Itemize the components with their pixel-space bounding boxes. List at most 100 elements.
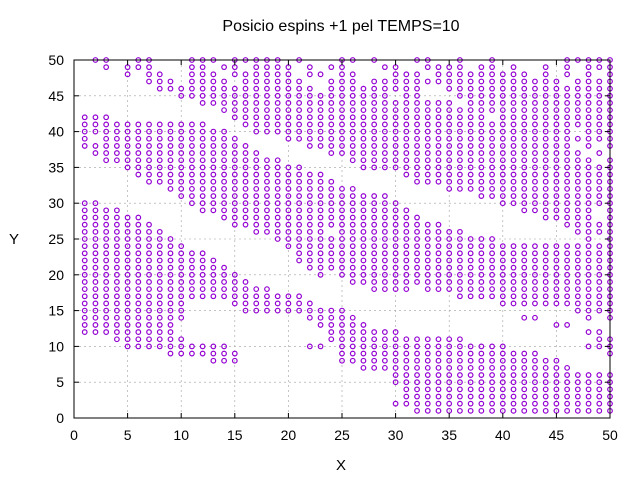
data-point xyxy=(510,135,517,142)
data-point xyxy=(585,329,592,335)
data-point xyxy=(92,207,99,214)
data-point xyxy=(457,293,463,300)
data-point xyxy=(371,364,378,371)
data-point xyxy=(414,243,420,250)
data-point xyxy=(124,164,131,171)
data-point xyxy=(478,386,485,393)
data-point xyxy=(467,135,474,142)
data-point xyxy=(328,92,335,99)
data-point xyxy=(532,157,538,164)
data-point xyxy=(424,236,431,242)
data-point xyxy=(328,250,335,257)
data-point xyxy=(285,207,292,214)
data-point xyxy=(499,92,506,99)
data-point xyxy=(564,85,571,92)
data-point xyxy=(478,100,485,106)
data-point xyxy=(403,357,410,364)
data-point xyxy=(242,71,249,78)
data-point xyxy=(424,379,431,386)
data-point xyxy=(596,343,603,350)
data-point xyxy=(478,114,485,121)
data-point xyxy=(156,307,163,314)
data-point xyxy=(435,171,442,178)
data-point xyxy=(92,293,99,300)
data-point xyxy=(446,107,453,114)
data-point xyxy=(435,64,442,71)
data-point xyxy=(381,336,388,343)
data-point xyxy=(242,164,249,171)
data-point xyxy=(532,379,538,386)
x-tick-label: 0 xyxy=(70,427,78,443)
data-point xyxy=(124,121,131,128)
data-point xyxy=(381,157,388,164)
data-point xyxy=(81,228,88,235)
data-point xyxy=(189,121,195,128)
data-point xyxy=(574,114,581,121)
data-point xyxy=(574,386,581,393)
data-point xyxy=(189,200,195,207)
data-point xyxy=(510,271,517,278)
data-point xyxy=(489,164,495,171)
data-point xyxy=(349,214,356,221)
data-point xyxy=(381,364,388,371)
data-point xyxy=(499,143,506,149)
data-point xyxy=(360,150,367,156)
data-point xyxy=(242,157,249,164)
data-point xyxy=(553,100,560,106)
data-point xyxy=(296,236,303,242)
data-point xyxy=(457,271,463,278)
data-point xyxy=(478,293,485,300)
data-point xyxy=(478,71,485,78)
data-point xyxy=(103,236,110,242)
data-point xyxy=(199,279,206,285)
data-point xyxy=(585,100,592,106)
data-point xyxy=(414,279,420,285)
data-point xyxy=(424,121,431,128)
data-point xyxy=(542,214,549,221)
data-point xyxy=(317,322,324,328)
data-point xyxy=(489,78,495,85)
data-point xyxy=(371,228,378,235)
data-point xyxy=(596,150,603,156)
data-point xyxy=(274,293,281,300)
data-point xyxy=(146,300,152,307)
data-point xyxy=(339,243,345,250)
data-point xyxy=(124,243,131,250)
data-point xyxy=(553,214,560,221)
data-point xyxy=(574,178,581,185)
data-point xyxy=(371,78,378,85)
data-point xyxy=(349,157,356,164)
data-point xyxy=(317,92,324,99)
data-point xyxy=(392,372,399,378)
data-point xyxy=(135,236,142,242)
data-point xyxy=(221,85,227,92)
data-point xyxy=(467,293,474,300)
data-point xyxy=(489,393,495,400)
data-point xyxy=(189,350,195,357)
data-point xyxy=(124,293,131,300)
data-point xyxy=(167,178,174,185)
data-point xyxy=(253,121,260,128)
data-point xyxy=(542,293,549,300)
data-point xyxy=(221,214,227,221)
data-point xyxy=(231,114,238,121)
data-point xyxy=(435,107,442,114)
data-point xyxy=(296,257,303,264)
data-point xyxy=(414,114,420,121)
data-point xyxy=(435,364,442,371)
data-point xyxy=(210,350,217,357)
data-point xyxy=(189,135,195,142)
x-tick-label: 10 xyxy=(173,427,189,443)
data-point xyxy=(392,128,399,135)
data-point xyxy=(146,78,152,85)
data-point xyxy=(478,364,485,371)
data-point xyxy=(360,85,367,92)
data-point xyxy=(542,64,549,71)
data-point xyxy=(306,200,313,207)
data-point xyxy=(156,157,163,164)
data-point xyxy=(457,343,463,350)
data-point xyxy=(467,407,474,414)
data-point xyxy=(424,228,431,235)
data-point xyxy=(446,400,453,407)
data-point xyxy=(242,300,249,307)
